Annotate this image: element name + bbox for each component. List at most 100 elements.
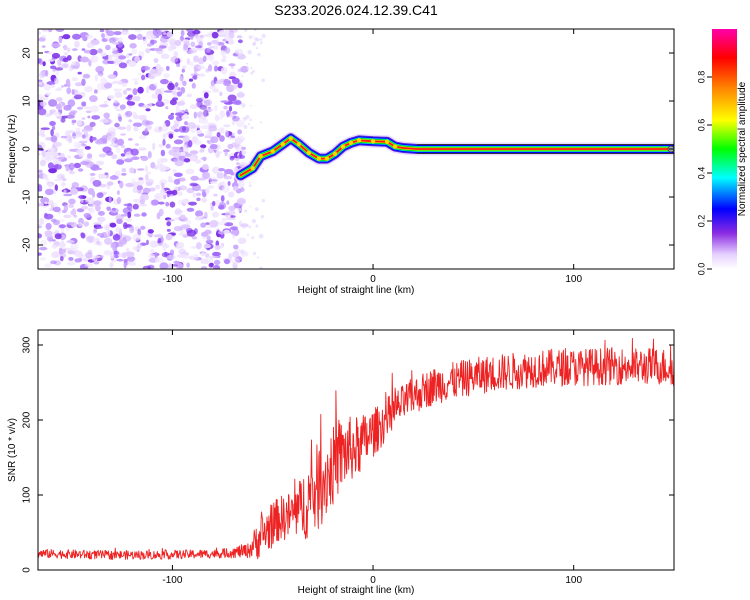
noise-blob — [192, 254, 199, 260]
noise-blob — [44, 234, 53, 238]
noise-blob — [163, 194, 167, 200]
noise-speck — [252, 251, 257, 256]
noise-blob — [102, 135, 108, 139]
noise-blob — [119, 180, 124, 189]
noise-blob — [106, 181, 114, 186]
noise-blob — [186, 229, 197, 237]
noise-blob — [153, 234, 163, 238]
noise-blob — [206, 247, 210, 251]
noise-blob — [106, 228, 111, 236]
noise-blob — [67, 82, 71, 88]
noise-blob — [54, 179, 62, 182]
noise-speck — [243, 57, 246, 60]
y-tick-label: -10 — [22, 189, 33, 204]
colorbar-tick-label: 0.2 — [696, 215, 706, 228]
noise-blob — [208, 125, 217, 132]
noise-blob — [223, 149, 230, 153]
noise-blob — [93, 228, 98, 233]
noise-blob — [60, 242, 66, 248]
noise-blob — [44, 92, 52, 96]
noise-blob — [178, 125, 186, 133]
y-tick-label: 10 — [22, 95, 33, 107]
noise-blob — [195, 98, 203, 103]
noise-blob — [166, 31, 174, 38]
noise-blob — [39, 246, 48, 251]
noise-blob — [117, 126, 127, 130]
noise-blob — [66, 87, 72, 95]
noise-blob — [174, 40, 182, 47]
noise-blob — [106, 131, 116, 138]
noise-blob — [228, 253, 233, 260]
noise-blob — [67, 130, 75, 134]
noise-blob — [65, 114, 76, 119]
noise-blob — [209, 181, 218, 184]
noise-blob — [47, 182, 54, 188]
noise-speck — [237, 207, 242, 212]
noise-blob — [48, 99, 58, 107]
noise-speck — [249, 181, 251, 184]
noise-speck — [249, 104, 252, 107]
noise-blob — [212, 88, 220, 93]
trace-blob — [270, 149, 275, 154]
noise-blob — [201, 266, 208, 269]
noise-blob — [132, 122, 143, 128]
noise-blob — [62, 34, 71, 40]
spectrogram-trace — [234, 131, 674, 182]
noise-blob — [95, 204, 101, 212]
noise-blob — [173, 128, 180, 133]
noise-blob — [71, 119, 77, 124]
noise-blob — [63, 52, 69, 56]
noise-blob — [223, 229, 230, 234]
noise-blob — [202, 156, 207, 162]
trace-blob — [384, 139, 390, 144]
noise-blob — [38, 225, 43, 229]
noise-blob — [227, 143, 234, 150]
noise-blob — [229, 226, 239, 231]
noise-blob — [227, 94, 237, 102]
noise-blob — [145, 174, 149, 181]
noise-blob — [214, 114, 220, 122]
noise-blob — [38, 152, 41, 156]
noise-blob — [107, 74, 117, 80]
noise-blob — [81, 73, 91, 79]
noise-blob — [237, 129, 243, 135]
noise-blob — [209, 46, 214, 49]
noise-blob — [116, 159, 125, 165]
noise-blob — [191, 136, 199, 144]
noise-speck — [259, 38, 263, 41]
noise-blob — [223, 105, 228, 110]
noise-blob — [163, 98, 170, 105]
noise-blob — [206, 122, 215, 125]
colorbar-gradient — [712, 29, 737, 269]
noise-blob — [168, 114, 174, 120]
noise-blob — [161, 182, 165, 190]
noise-blob — [75, 127, 81, 133]
noise-blob — [71, 77, 78, 82]
noise-blob — [218, 29, 227, 37]
noise-blob — [232, 84, 238, 90]
noise-blob — [108, 196, 112, 204]
noise-blob — [193, 55, 199, 63]
noise-blob — [240, 187, 245, 192]
noise-blob — [183, 43, 189, 51]
noise-blob — [208, 54, 214, 62]
noise-blob — [88, 203, 96, 208]
noise-blob — [108, 37, 117, 44]
trace-blob — [306, 150, 312, 156]
noise-blob — [68, 203, 75, 208]
noise-blob — [77, 71, 82, 75]
noise-blob — [150, 68, 158, 75]
y-tick-label: 0 — [22, 146, 33, 152]
noise-blob — [84, 85, 93, 93]
x-tick-label: -100 — [162, 274, 182, 285]
noise-blob — [81, 117, 86, 120]
noise-speck — [259, 41, 263, 45]
noise-blob — [113, 58, 121, 66]
noise-blob — [176, 242, 185, 249]
noise-blob — [192, 29, 201, 35]
noise-blob — [203, 243, 211, 249]
noise-blob — [125, 218, 133, 222]
noise-speck — [247, 50, 252, 55]
noise-blob — [112, 42, 120, 45]
noise-blob — [129, 225, 135, 234]
